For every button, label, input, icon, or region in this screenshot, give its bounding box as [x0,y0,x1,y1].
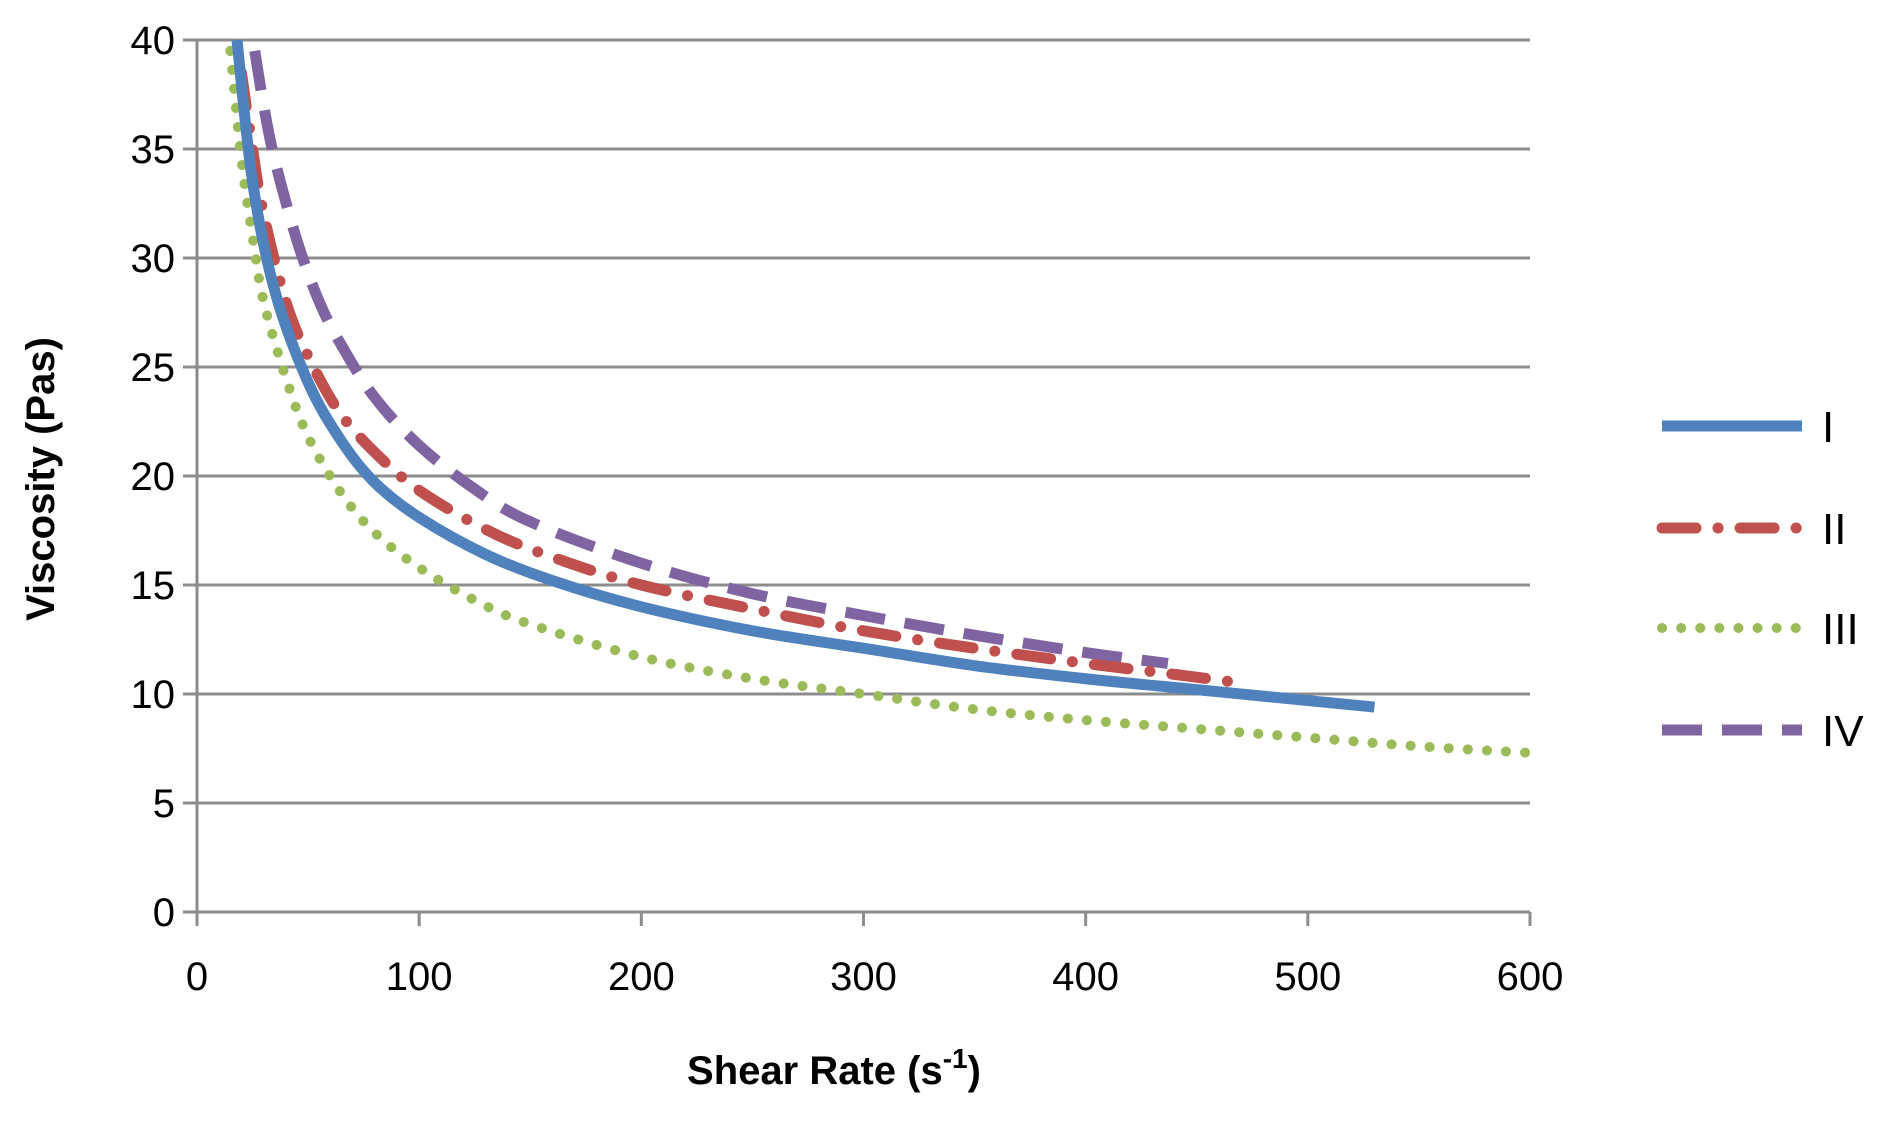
y-tick-label-25: 25 [131,346,176,390]
y-tick-label-30: 30 [131,237,176,281]
y-tick-label-15: 15 [131,564,176,608]
y-tick-label-35: 35 [131,128,176,172]
y-tick-label-40: 40 [131,19,176,63]
y-tick-label-10: 10 [131,673,176,717]
legend-label-iv: IV [1822,707,1864,756]
x-tick-label-600: 600 [1497,955,1564,999]
series-lines [225,39,1535,758]
series-line-iv [249,50,1169,669]
legend-label-iii: III [1822,605,1859,654]
y-tick-label-5: 5 [153,782,175,826]
y-axis-title: Viscosity (Pas) [19,337,63,621]
x-axis-title-main: Shear Rate (s [687,1049,943,1093]
x-tick-label-200: 200 [608,955,675,999]
legend-label-ii: II [1822,505,1846,554]
series-line-iii [225,45,1535,758]
series-line-i [231,39,1376,713]
x-tick-label-500: 500 [1274,955,1341,999]
axes [183,38,1532,926]
x-axis-title-superscript: -1 [943,1043,968,1074]
x-tick-label-300: 300 [830,955,897,999]
x-axis-title: Shear Rate (s-1) [687,1043,981,1093]
x-tick-label-400: 400 [1052,955,1119,999]
x-tick-label-100: 100 [386,955,453,999]
legend-label-i: I [1822,403,1834,452]
y-tick-label-0: 0 [153,891,175,935]
gridlines [197,38,1530,805]
y-tick-label-20: 20 [131,455,176,499]
series-line-ii [235,67,1247,689]
x-axis-title-close: ) [968,1049,981,1093]
x-tick-label-0: 0 [186,955,208,999]
